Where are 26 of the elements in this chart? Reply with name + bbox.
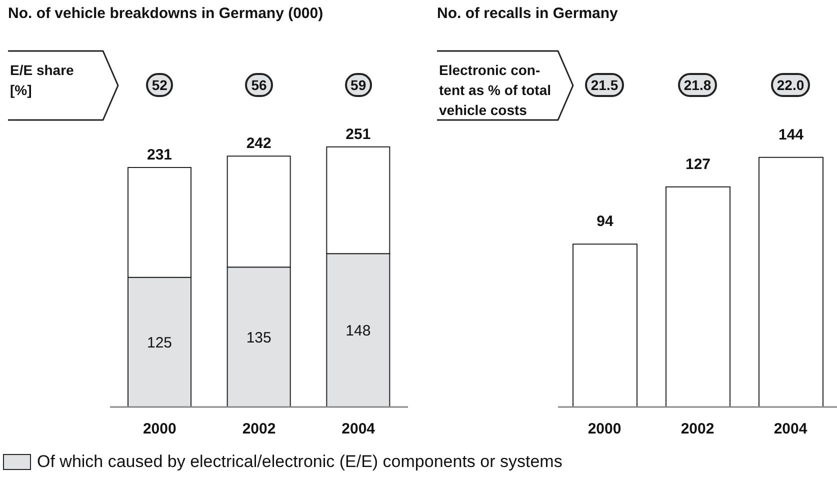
x-tick-label: 2004 [774, 420, 808, 438]
data-label: 144 [778, 126, 804, 144]
data-label: 135 [246, 329, 272, 346]
chart-title: No. of recalls in Germany [437, 5, 618, 22]
text: 59 [344, 73, 372, 97]
chart-title: No. of vehicle breakdowns in Germany (000) [8, 5, 324, 22]
text: 21.5 [584, 73, 624, 97]
text: 52 [146, 73, 174, 97]
x-tick-label: 2002 [680, 420, 714, 438]
text: Electronic con- tent as % of total vehicle costs [439, 61, 552, 120]
x-tick-label: 2000 [142, 420, 176, 438]
data-label: 148 [346, 322, 371, 340]
legend-label: Of which caused by electrical/electronic (E/E) components or systems [37, 452, 562, 472]
x-tick-label: 2000 [588, 420, 622, 438]
x-tick-label: 2002 [242, 420, 276, 438]
text: E/E share [%] [10, 61, 75, 100]
total-label: 242 [246, 135, 272, 152]
text: 21.8 [678, 73, 718, 97]
total-label: 231 [146, 146, 172, 164]
text: 22.0 [770, 73, 810, 97]
x-tick-label: 2004 [342, 420, 376, 438]
data-label: 127 [685, 156, 711, 173]
total-label: 251 [346, 126, 371, 143]
text: 56 [245, 73, 273, 97]
data-label: 125 [146, 334, 172, 352]
data-label: 94 [596, 213, 614, 230]
